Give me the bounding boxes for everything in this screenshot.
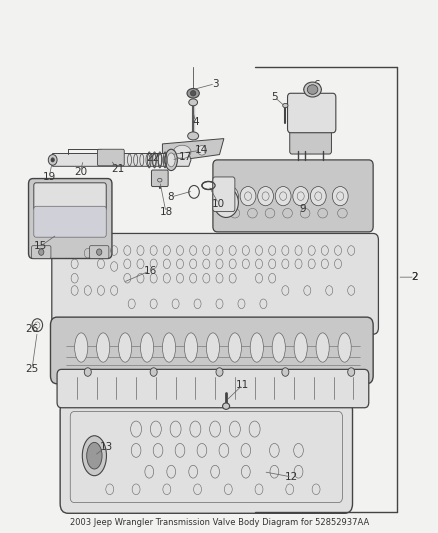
Circle shape bbox=[215, 368, 223, 376]
Text: 17: 17 bbox=[178, 152, 191, 162]
Text: 25: 25 bbox=[25, 364, 39, 374]
FancyBboxPatch shape bbox=[287, 93, 335, 133]
Ellipse shape bbox=[337, 333, 350, 362]
Circle shape bbox=[292, 187, 308, 206]
Text: 12: 12 bbox=[285, 472, 298, 482]
Circle shape bbox=[39, 249, 44, 255]
Text: 2003 Jeep Wrangler Transmission Valve Body Diagram for 52852937AA: 2003 Jeep Wrangler Transmission Valve Bo… bbox=[70, 518, 368, 527]
Ellipse shape bbox=[173, 145, 191, 159]
FancyBboxPatch shape bbox=[212, 177, 234, 212]
FancyBboxPatch shape bbox=[57, 369, 368, 408]
Ellipse shape bbox=[187, 132, 198, 140]
Ellipse shape bbox=[315, 333, 328, 362]
Circle shape bbox=[222, 187, 238, 206]
FancyBboxPatch shape bbox=[151, 170, 168, 187]
Text: 22: 22 bbox=[146, 154, 159, 163]
Text: 10: 10 bbox=[212, 199, 225, 208]
Text: 13: 13 bbox=[99, 442, 113, 451]
Circle shape bbox=[347, 368, 354, 376]
Circle shape bbox=[281, 368, 288, 376]
FancyBboxPatch shape bbox=[50, 317, 372, 384]
Circle shape bbox=[150, 368, 157, 376]
Circle shape bbox=[257, 187, 273, 206]
Ellipse shape bbox=[96, 333, 110, 362]
Ellipse shape bbox=[74, 333, 88, 362]
Text: 18: 18 bbox=[159, 207, 172, 217]
Ellipse shape bbox=[188, 99, 197, 106]
Text: 9: 9 bbox=[299, 204, 306, 214]
Ellipse shape bbox=[228, 333, 241, 362]
Text: 14: 14 bbox=[194, 146, 207, 155]
Ellipse shape bbox=[293, 333, 307, 362]
Ellipse shape bbox=[157, 178, 162, 182]
FancyBboxPatch shape bbox=[32, 246, 51, 259]
FancyBboxPatch shape bbox=[34, 206, 106, 237]
Ellipse shape bbox=[197, 146, 206, 155]
Text: 15: 15 bbox=[34, 241, 47, 251]
Circle shape bbox=[96, 249, 102, 255]
Ellipse shape bbox=[282, 103, 287, 108]
Ellipse shape bbox=[87, 442, 102, 469]
Text: 26: 26 bbox=[25, 324, 39, 334]
Text: 21: 21 bbox=[111, 164, 124, 174]
Text: 5: 5 bbox=[270, 92, 277, 102]
FancyBboxPatch shape bbox=[89, 246, 109, 259]
FancyBboxPatch shape bbox=[97, 149, 124, 166]
Text: 11: 11 bbox=[236, 380, 249, 390]
Circle shape bbox=[332, 187, 347, 206]
Ellipse shape bbox=[206, 333, 219, 362]
Ellipse shape bbox=[167, 153, 175, 167]
Text: 4: 4 bbox=[191, 117, 198, 126]
Ellipse shape bbox=[118, 333, 131, 362]
Text: 16: 16 bbox=[143, 266, 156, 276]
Ellipse shape bbox=[82, 436, 106, 475]
Ellipse shape bbox=[250, 333, 263, 362]
FancyBboxPatch shape bbox=[52, 233, 378, 334]
Ellipse shape bbox=[184, 333, 197, 362]
Text: 3: 3 bbox=[211, 79, 218, 88]
FancyBboxPatch shape bbox=[289, 125, 331, 154]
Text: 19: 19 bbox=[42, 172, 56, 182]
Ellipse shape bbox=[222, 403, 229, 409]
Circle shape bbox=[84, 368, 91, 376]
Circle shape bbox=[240, 187, 255, 206]
Circle shape bbox=[275, 187, 290, 206]
Circle shape bbox=[213, 188, 238, 217]
Text: 6: 6 bbox=[312, 80, 319, 90]
Ellipse shape bbox=[140, 333, 153, 362]
Polygon shape bbox=[162, 139, 223, 163]
Ellipse shape bbox=[162, 333, 175, 362]
FancyBboxPatch shape bbox=[212, 160, 372, 232]
Text: 20: 20 bbox=[74, 167, 87, 176]
Text: 2: 2 bbox=[410, 272, 417, 282]
Ellipse shape bbox=[307, 85, 317, 94]
Ellipse shape bbox=[190, 91, 195, 96]
FancyBboxPatch shape bbox=[34, 183, 106, 211]
Circle shape bbox=[310, 187, 325, 206]
Ellipse shape bbox=[272, 333, 285, 362]
FancyBboxPatch shape bbox=[28, 179, 112, 259]
Ellipse shape bbox=[187, 88, 199, 98]
Circle shape bbox=[48, 155, 57, 165]
Text: 8: 8 bbox=[166, 192, 173, 202]
FancyBboxPatch shape bbox=[60, 401, 352, 513]
Polygon shape bbox=[50, 154, 191, 166]
Text: 2: 2 bbox=[410, 272, 417, 282]
Circle shape bbox=[51, 158, 54, 162]
Ellipse shape bbox=[303, 82, 321, 97]
Ellipse shape bbox=[165, 149, 177, 171]
